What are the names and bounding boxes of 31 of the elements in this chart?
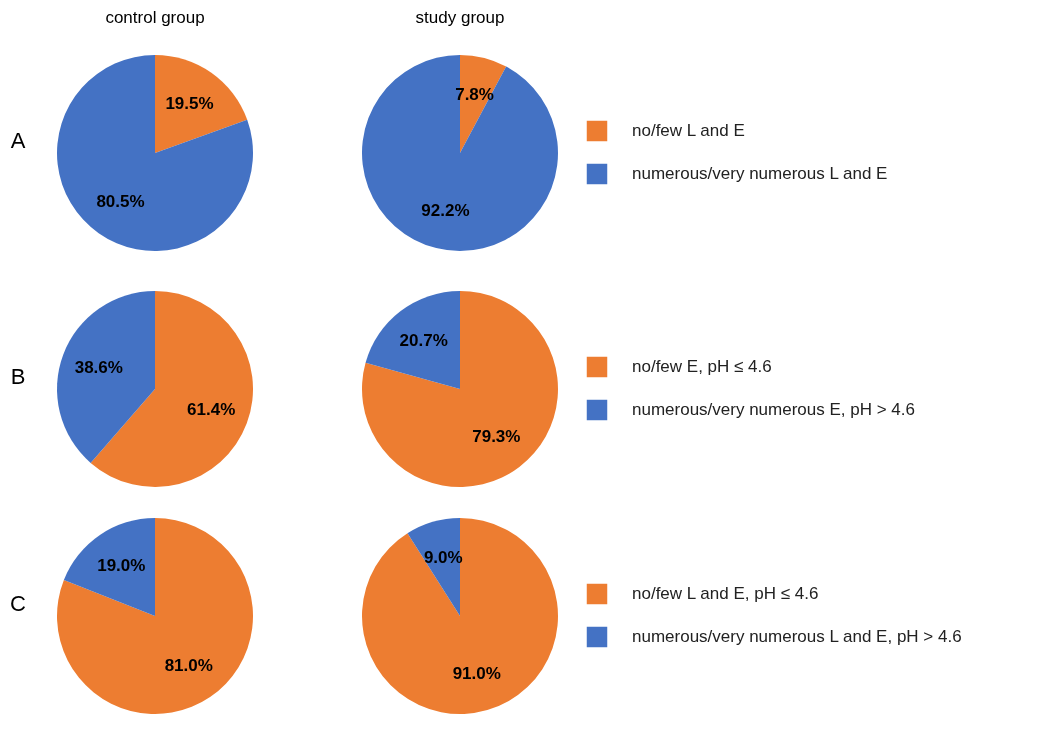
data-label: 19.0% — [97, 556, 146, 576]
data-label: 79.3% — [472, 426, 521, 446]
legend-label: no/few E, pH ≤ 4.6 — [632, 357, 772, 376]
text: C — [10, 591, 27, 616]
data-label: 92.2% — [421, 201, 470, 221]
pie-slice — [362, 55, 558, 251]
data-label: 80.5% — [96, 192, 145, 212]
pie-slice — [57, 518, 253, 714]
data-label: 81.0% — [164, 655, 213, 675]
pie-slice — [365, 291, 460, 389]
chart-title: study group — [415, 8, 505, 27]
data-label: 38.6% — [74, 357, 123, 377]
data-label: 91.0% — [452, 663, 501, 683]
data-label: 61.4% — [187, 400, 236, 420]
pie-slice — [407, 518, 460, 616]
legend-label: no/few L and E — [632, 121, 745, 140]
pie-slice — [362, 518, 558, 714]
data-label: 19.5% — [165, 93, 214, 113]
pie-slice — [63, 518, 155, 616]
pie-slice — [57, 55, 253, 251]
text: A — [10, 128, 26, 153]
pie-slice — [362, 291, 558, 487]
legend-label: numerous/very numerous E, pH > 4.6 — [632, 400, 915, 419]
chart-title: control group — [105, 8, 205, 27]
pie-slice — [155, 55, 248, 153]
legend-label: numerous/very numerous L and E, pH > 4.6 — [632, 627, 962, 646]
pie-slice — [57, 291, 155, 463]
legend-label: no/few L and E, pH ≤ 4.6 — [632, 584, 819, 603]
data-label: 20.7% — [399, 331, 448, 351]
legend-label: numerous/very numerous L and E — [632, 164, 888, 183]
text: B — [10, 364, 26, 389]
